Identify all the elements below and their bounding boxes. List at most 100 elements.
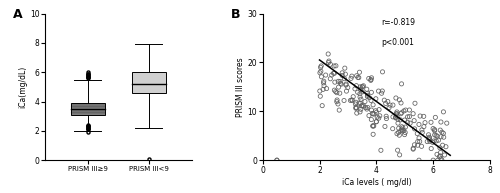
Point [342, 83, 350, 86]
Point [330, 72, 338, 75]
Point [426, 140, 434, 143]
Point [352, 102, 360, 106]
Point [437, 135, 445, 138]
Point [354, 76, 362, 79]
Point [430, 139, 438, 142]
Point [326, 77, 334, 80]
Point [437, 120, 445, 124]
Point [440, 136, 448, 139]
Point [396, 134, 404, 137]
Point [320, 84, 328, 87]
Point [411, 102, 419, 105]
Point [420, 125, 428, 128]
Point [334, 80, 342, 83]
Point [317, 64, 325, 68]
Point [382, 117, 390, 120]
Point [352, 106, 360, 109]
Point [400, 129, 408, 132]
Point [425, 136, 433, 139]
Point [433, 153, 441, 156]
Y-axis label: iCa(mg/dL): iCa(mg/dL) [18, 66, 27, 108]
Point [325, 59, 333, 63]
Point [370, 113, 378, 116]
Point [397, 129, 405, 132]
Point [358, 104, 366, 107]
Point [356, 71, 364, 74]
Point [366, 79, 374, 82]
Point [393, 110, 401, 113]
Point [368, 118, 376, 121]
Point [336, 80, 344, 83]
Point [342, 73, 349, 76]
Point [385, 106, 393, 109]
Point [397, 112, 405, 115]
Point [372, 111, 380, 114]
Point [432, 139, 440, 142]
Point [396, 118, 404, 121]
Point [352, 107, 360, 110]
Text: r=-0.819: r=-0.819 [381, 18, 415, 27]
Point [404, 115, 411, 118]
Point [410, 127, 418, 130]
Point [410, 147, 418, 150]
Point [330, 89, 338, 92]
Point [363, 108, 371, 111]
Point [436, 155, 444, 158]
Text: p<0.001: p<0.001 [381, 38, 414, 47]
Point [404, 121, 411, 124]
Point [389, 103, 397, 107]
Point [334, 85, 342, 89]
Point [399, 126, 407, 129]
Point [372, 120, 380, 123]
Point [438, 159, 446, 162]
Point [392, 96, 400, 100]
Point [432, 116, 440, 119]
Point [406, 115, 413, 118]
Point [334, 102, 342, 106]
Point [356, 96, 364, 99]
Point [418, 145, 426, 148]
Point [318, 104, 326, 107]
Point [428, 141, 436, 144]
Point [418, 131, 426, 134]
Point [381, 125, 389, 128]
Point [440, 110, 448, 113]
Point [421, 121, 429, 124]
Point [358, 85, 366, 89]
Point [316, 71, 324, 74]
Point [347, 77, 355, 80]
Point [376, 114, 384, 117]
Point [416, 140, 424, 143]
Point [353, 112, 361, 115]
Point [393, 132, 401, 135]
Point [352, 74, 360, 77]
Point [380, 99, 388, 102]
Point [424, 133, 432, 136]
Point [369, 103, 377, 106]
Point [398, 128, 406, 131]
Point [375, 108, 383, 111]
Point [349, 95, 357, 98]
Point [432, 134, 440, 137]
Point [330, 72, 338, 75]
Point [426, 138, 434, 141]
Point [319, 88, 327, 91]
Point [356, 92, 364, 95]
Point [346, 99, 354, 102]
Point [360, 84, 368, 87]
Point [317, 70, 325, 73]
Point [331, 81, 339, 84]
Point [418, 128, 426, 131]
Point [423, 140, 431, 143]
Point [373, 116, 381, 119]
Point [348, 99, 356, 102]
Point [369, 124, 377, 127]
Point [402, 126, 409, 129]
Point [369, 112, 377, 115]
Point [374, 90, 382, 93]
Point [368, 76, 376, 79]
Point [372, 109, 380, 112]
Point [392, 116, 400, 119]
Point [324, 61, 332, 64]
Point [333, 100, 341, 103]
